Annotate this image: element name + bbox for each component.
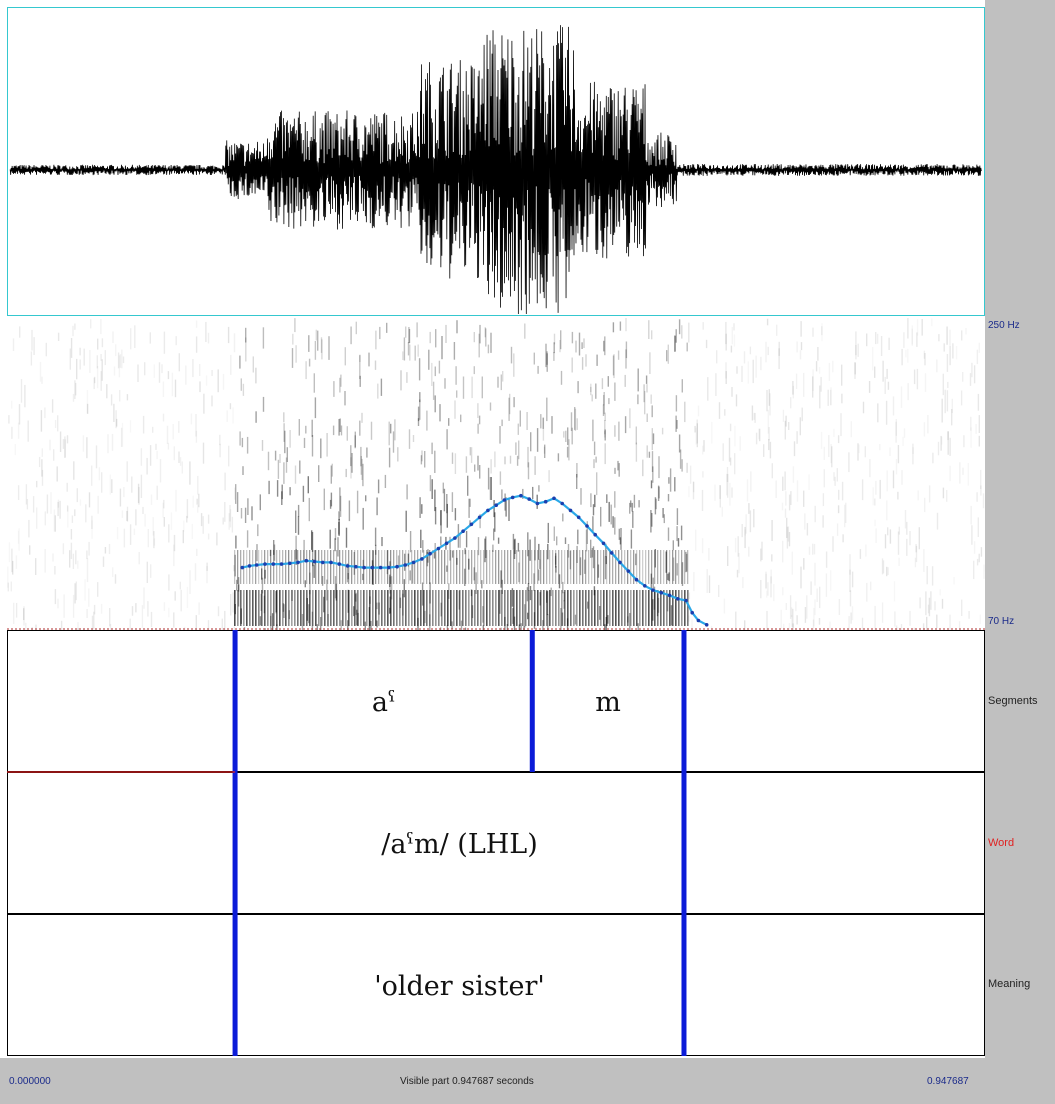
pitch-point — [643, 584, 647, 588]
tier-row[interactable] — [7, 914, 985, 1056]
freq-max-label: 250 Hz — [988, 320, 1020, 331]
pitch-point — [552, 496, 556, 501]
interval-label[interactable]: /aˤm/ (LHL) — [381, 829, 538, 860]
pitch-point — [362, 565, 366, 570]
bottom-margin-panel — [0, 1058, 985, 1104]
textgrid-tiers[interactable]: aˤ m/aˤm/ (LHL) 'older sister' — [7, 630, 985, 1056]
tier-name-word[interactable]: Word — [988, 837, 1015, 849]
time-start-label: 0.000000 — [9, 1076, 51, 1087]
pitch-point — [411, 560, 416, 565]
pitch-point — [321, 560, 325, 565]
pitch-point — [436, 546, 441, 551]
pitch-point — [502, 498, 507, 502]
tier-name-meaning[interactable]: Meaning — [988, 978, 1031, 990]
pitch-point — [543, 499, 548, 504]
pitch-point — [560, 501, 564, 506]
pitch-point — [279, 562, 284, 566]
pitch-point — [601, 541, 606, 546]
time-end-label: 0.947687 — [927, 1076, 969, 1087]
pitch-point — [354, 564, 358, 569]
pitch-point — [527, 497, 531, 501]
spectrogram-panel[interactable] — [7, 318, 985, 630]
pitch-point — [345, 564, 350, 568]
pitch-point — [510, 495, 515, 500]
interval-label[interactable]: m — [595, 687, 621, 718]
pitch-point — [585, 524, 589, 528]
pitch-point — [568, 508, 573, 513]
pitch-point — [247, 564, 252, 568]
tier-row[interactable] — [7, 630, 985, 772]
pitch-point — [618, 560, 622, 565]
pitch-point — [704, 623, 709, 627]
pitch-point — [494, 503, 499, 507]
waveform-panel[interactable] — [7, 7, 985, 316]
pitch-point — [609, 551, 614, 555]
pitch-point — [403, 563, 408, 567]
pitch-point — [676, 597, 680, 601]
pitch-point — [469, 522, 474, 527]
pitch-point — [296, 560, 300, 565]
pitch-point — [337, 562, 342, 566]
pitch-point — [477, 515, 482, 520]
pitch-point — [684, 598, 688, 603]
interval-label[interactable]: 'older sister' — [374, 971, 545, 1002]
pitch-point — [659, 590, 664, 595]
pitch-point — [370, 565, 375, 570]
right-margin-panel — [985, 0, 1055, 1104]
pitch-point — [420, 557, 424, 561]
tier-name-segments[interactable]: Segments — [988, 695, 1038, 707]
pitch-point — [240, 565, 245, 570]
pitch-point — [312, 559, 317, 564]
pitch-point — [329, 560, 333, 565]
visible-part-label: Visible part 0.947687 seconds — [400, 1076, 534, 1087]
pitch-point — [428, 551, 432, 556]
pitch-point — [254, 563, 259, 567]
pitch-point — [453, 536, 457, 540]
pitch-point — [626, 569, 631, 573]
pitch-point — [444, 541, 449, 546]
pitch-point — [634, 577, 639, 582]
pitch-point — [690, 610, 694, 615]
waveform-trace — [9, 25, 982, 315]
pitch-point — [395, 564, 399, 569]
pitch-contour — [242, 494, 708, 626]
pitch-point — [387, 565, 391, 570]
pitch-point — [486, 508, 490, 513]
pitch-point — [378, 565, 383, 570]
tier-row[interactable] — [7, 772, 985, 914]
pitch-point — [263, 562, 267, 566]
pitch-point — [576, 515, 581, 520]
pitch-point — [304, 558, 309, 563]
pitch-point — [696, 618, 701, 623]
interval-label[interactable]: aˤ — [372, 687, 396, 718]
freq-min-label: 70 Hz — [988, 616, 1015, 627]
pitch-point — [271, 562, 276, 566]
spectrogram-texture — [7, 318, 985, 630]
pitch-point — [519, 493, 523, 498]
pitch-point — [667, 593, 672, 598]
pitch-point — [651, 588, 655, 592]
pitch-point — [461, 529, 465, 533]
pitch-point — [593, 532, 597, 537]
pitch-point — [288, 561, 292, 566]
pitch-point — [535, 501, 540, 506]
